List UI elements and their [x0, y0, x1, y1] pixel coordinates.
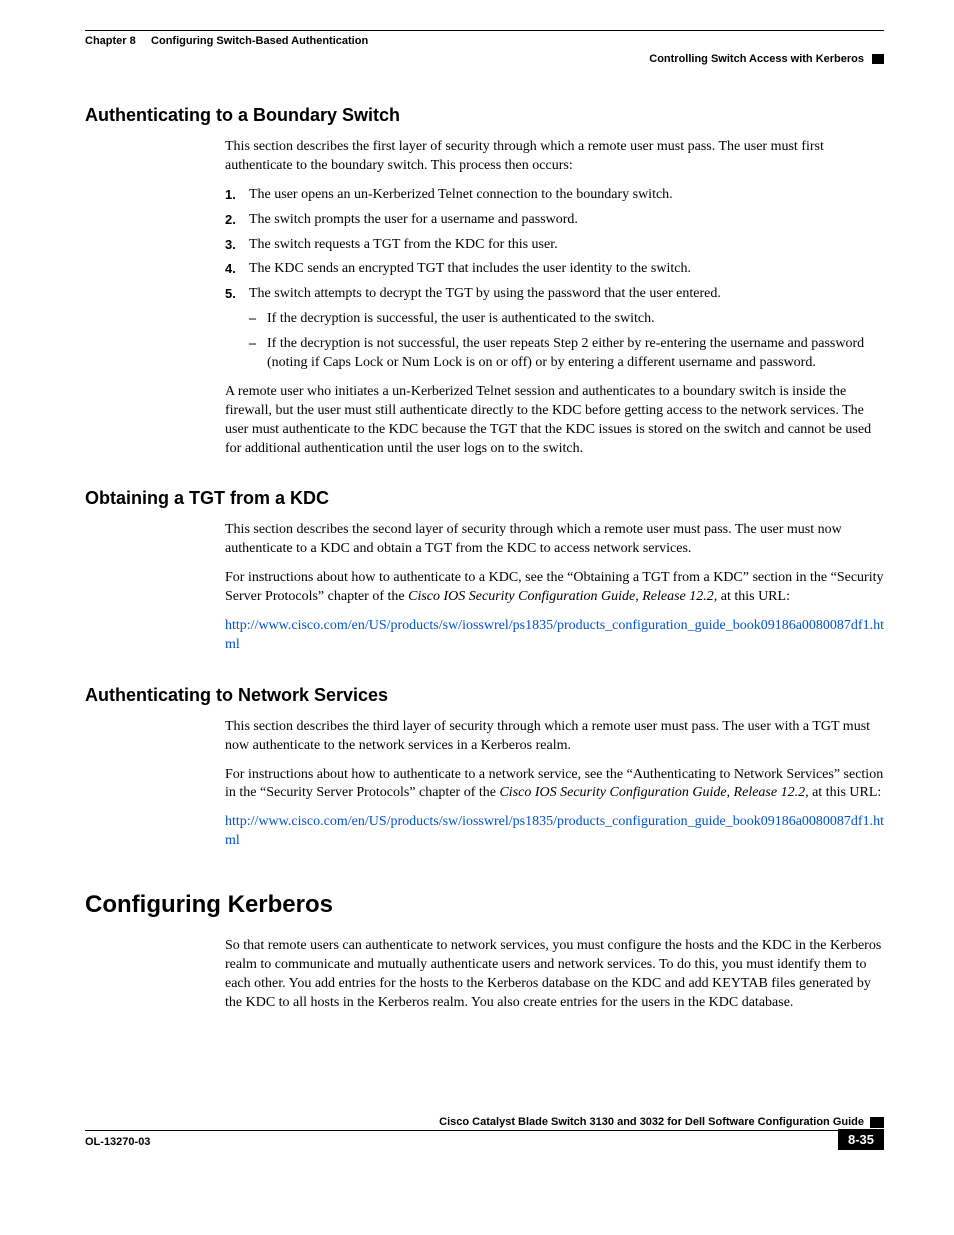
ordered-list: 1. The user opens an un-Kerberized Telne…	[225, 186, 884, 373]
list-number: 5.	[225, 285, 249, 304]
external-link[interactable]: http://www.cisco.com/en/US/products/sw/i…	[225, 814, 884, 848]
list-item: 5. The switch attempts to decrypt the TG…	[225, 285, 884, 304]
italic-title: Cisco IOS Security Configuration Guide, …	[499, 785, 808, 800]
list-text: The KDC sends an encrypted TGT that incl…	[249, 260, 691, 279]
chapter-label: Chapter 8	[85, 35, 136, 47]
heading-auth-network: Authenticating to Network Services	[85, 685, 884, 706]
page-footer: Cisco Catalyst Blade Switch 3130 and 303…	[85, 1116, 884, 1150]
paragraph: For instructions about how to authentica…	[225, 569, 884, 607]
paragraph: This section describes the second layer …	[225, 521, 884, 559]
list-item: 2. The switch prompts the user for a use…	[225, 211, 884, 230]
chapter-title: Configuring Switch-Based Authentication	[151, 35, 368, 47]
list-number: 2.	[225, 211, 249, 230]
dash-icon: –	[249, 310, 267, 329]
document-page: Chapter 8 Configuring Switch-Based Authe…	[0, 0, 954, 1180]
header-left: Chapter 8 Configuring Switch-Based Authe…	[85, 35, 368, 47]
doc-id: OL-13270-03	[85, 1133, 150, 1148]
list-text: The switch attempts to decrypt the TGT b…	[249, 285, 721, 304]
sub-list: – If the decryption is successful, the u…	[249, 310, 884, 373]
header-section-row: Controlling Switch Access with Kerberos	[85, 53, 884, 65]
section-body: This section describes the second layer …	[225, 521, 884, 654]
dash-icon: –	[249, 335, 267, 373]
header-marker-icon	[872, 54, 884, 64]
page-number: 8-35	[838, 1129, 884, 1150]
heading-auth-boundary: Authenticating to a Boundary Switch	[85, 105, 884, 126]
running-header: Chapter 8 Configuring Switch-Based Authe…	[85, 35, 884, 47]
list-number: 4.	[225, 260, 249, 279]
paragraph: This section describes the third layer o…	[225, 718, 884, 756]
section-title: Controlling Switch Access with Kerberos	[649, 53, 864, 65]
outro-paragraph: A remote user who initiates a un-Kerberi…	[225, 383, 884, 459]
footer-title-row: Cisco Catalyst Blade Switch 3130 and 303…	[85, 1116, 884, 1128]
list-text: The user opens an un-Kerberized Telnet c…	[249, 186, 673, 205]
section-body: So that remote users can authenticate to…	[225, 937, 884, 1013]
footer-bar: OL-13270-03 8-35	[85, 1130, 884, 1150]
list-number: 1.	[225, 186, 249, 205]
list-text: The switch requests a TGT from the KDC f…	[249, 236, 558, 255]
intro-paragraph: This section describes the first layer o…	[225, 138, 884, 176]
list-number: 3.	[225, 236, 249, 255]
heading-configuring-kerberos: Configuring Kerberos	[85, 891, 884, 919]
footer-marker-icon	[870, 1117, 884, 1128]
sub-text: If the decryption is successful, the use…	[267, 310, 655, 329]
list-item: 1. The user opens an un-Kerberized Telne…	[225, 186, 884, 205]
list-item: 3. The switch requests a TGT from the KD…	[225, 236, 884, 255]
section-body: This section describes the first layer o…	[225, 138, 884, 458]
text-run: at this URL:	[809, 785, 882, 800]
sub-text: If the decryption is not successful, the…	[267, 335, 884, 373]
list-text: The switch prompts the user for a userna…	[249, 211, 578, 230]
text-run: at this URL:	[717, 589, 790, 604]
sub-list-item: – If the decryption is not successful, t…	[249, 335, 884, 373]
link-paragraph: http://www.cisco.com/en/US/products/sw/i…	[225, 813, 884, 851]
heading-tgt-kdc: Obtaining a TGT from a KDC	[85, 488, 884, 509]
paragraph: So that remote users can authenticate to…	[225, 937, 884, 1013]
sub-list-item: – If the decryption is successful, the u…	[249, 310, 884, 329]
paragraph: For instructions about how to authentica…	[225, 766, 884, 804]
section-body: This section describes the third layer o…	[225, 718, 884, 851]
external-link[interactable]: http://www.cisco.com/en/US/products/sw/i…	[225, 618, 884, 652]
book-title: Cisco Catalyst Blade Switch 3130 and 303…	[439, 1116, 864, 1128]
header-rule	[85, 30, 884, 31]
list-item: 4. The KDC sends an encrypted TGT that i…	[225, 260, 884, 279]
italic-title: Cisco IOS Security Configuration Guide, …	[408, 589, 717, 604]
link-paragraph: http://www.cisco.com/en/US/products/sw/i…	[225, 617, 884, 655]
